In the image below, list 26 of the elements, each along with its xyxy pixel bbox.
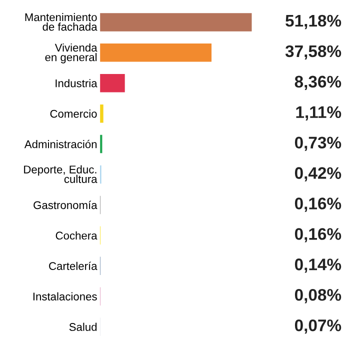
data-label: 1,11% bbox=[296, 106, 342, 120]
data-label: 0,14% bbox=[294, 258, 342, 273]
y-tick-label: Comercio bbox=[50, 110, 97, 118]
y-tick-label: Administración bbox=[24, 140, 97, 148]
y-tick-label: Cochera bbox=[56, 231, 98, 240]
data-label: 0,73% bbox=[294, 136, 342, 151]
y-tick-label: Industria bbox=[56, 79, 98, 88]
y-tick-label: Gastronomía bbox=[34, 200, 98, 210]
bar bbox=[100, 74, 125, 92]
data-label: 0,42% bbox=[294, 167, 342, 182]
data-label: 0,07% bbox=[294, 319, 342, 334]
bar bbox=[100, 13, 252, 32]
y-tick-label: Mantenimiento de fachada bbox=[25, 13, 98, 31]
y-tick-label: Salud bbox=[69, 322, 97, 331]
data-label: 51,18% bbox=[286, 14, 342, 30]
data-label: 37,58% bbox=[285, 45, 342, 60]
data-label: 8,36% bbox=[294, 76, 342, 90]
y-tick-label: Vivienda en general bbox=[45, 43, 98, 64]
bar bbox=[100, 104, 104, 123]
bar bbox=[100, 44, 212, 62]
data-label: 0,08% bbox=[294, 289, 342, 304]
y-tick-label: Instalaciones bbox=[33, 292, 97, 300]
data-label: 0,16% bbox=[294, 228, 342, 242]
y-tick-label: Deporte, Educ. cultura bbox=[24, 165, 98, 184]
data-label: 0,16% bbox=[294, 198, 342, 212]
y-tick-label: Cartelería bbox=[49, 262, 98, 270]
